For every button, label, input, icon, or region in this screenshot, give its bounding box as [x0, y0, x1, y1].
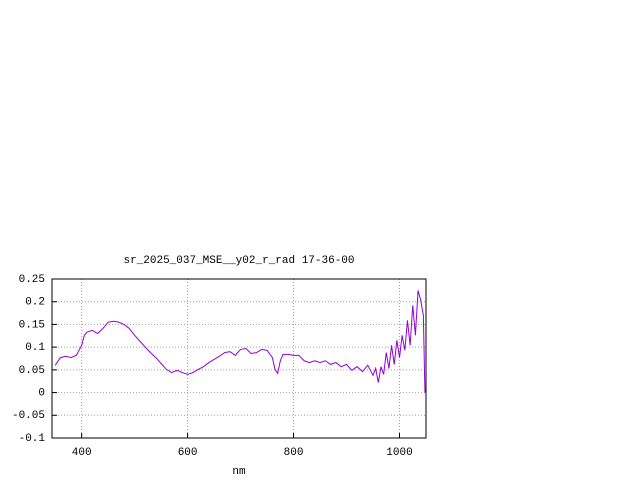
y-tick-label: 0	[38, 387, 45, 399]
plot-border	[51, 278, 427, 439]
data-line	[54, 290, 426, 393]
x-tick-label: 600	[178, 447, 198, 459]
y-tick-label: 0.1	[25, 342, 45, 354]
y-tick-label: 0.15	[19, 319, 45, 331]
x-tick-label: 1000	[386, 447, 412, 459]
y-tick-label: 0.2	[25, 297, 45, 309]
y-tick-label: 0.05	[19, 365, 45, 377]
x-tick-label: 800	[284, 447, 304, 459]
y-tick-label: -0.1	[19, 433, 46, 445]
x-tick-label: 400	[72, 447, 92, 459]
chart-title: sr_2025_037_MSE__y02_r_rad 17-36-00	[123, 255, 354, 267]
y-tick-label: -0.05	[12, 410, 45, 422]
x-axis-label: nm	[232, 466, 246, 478]
y-tick-label: 0.25	[19, 274, 45, 286]
